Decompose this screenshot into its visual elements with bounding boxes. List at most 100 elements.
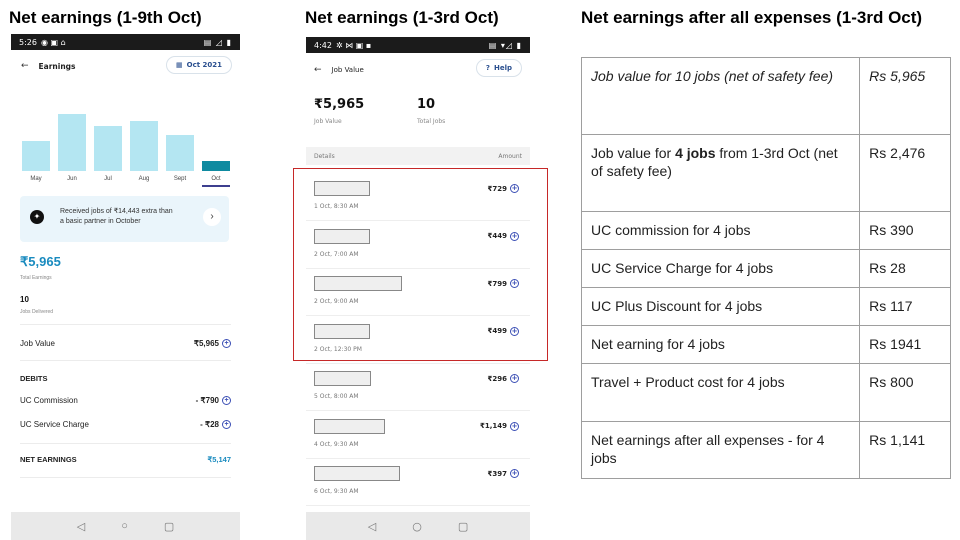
plus-circle-icon[interactable]: + xyxy=(510,184,519,193)
job-list-item[interactable]: 4 Oct, 9:30 AM ₹1,149 + xyxy=(306,411,530,459)
plus-circle-icon[interactable]: + xyxy=(222,396,231,405)
table-row: UC commission for 4 jobs Rs 390 xyxy=(580,211,951,250)
nav-recents-icon[interactable]: ▢ xyxy=(457,519,469,533)
job-amount-value: ₹397 xyxy=(487,469,507,478)
job-date: 6 Oct, 9:30 AM xyxy=(314,488,359,495)
job-amount-value: ₹1,149 xyxy=(479,422,507,430)
chart-bar-sept[interactable] xyxy=(166,135,194,171)
job-value-amount: ₹5,965 xyxy=(193,339,219,348)
chart-month-label[interactable]: Sept xyxy=(173,176,187,182)
chart-bar-aug[interactable] xyxy=(130,121,158,171)
chart-month-label[interactable]: Jul xyxy=(104,176,112,182)
row-label: Travel + Product cost for 4 jobs xyxy=(580,363,861,422)
table-row: Net earning for 4 jobs Rs 1941 xyxy=(580,325,951,364)
total-jobs-label: Total Jobs xyxy=(417,118,446,125)
gift-icon: ✦ xyxy=(30,210,44,224)
nav-back-icon[interactable]: ◁ xyxy=(367,519,377,533)
job-value-label: Job Value xyxy=(20,339,55,348)
promo-line-1: Received jobs of ₹14,443 extra than xyxy=(60,208,173,215)
redacted-customer-name xyxy=(314,323,370,339)
back-arrow-icon[interactable]: ← xyxy=(21,61,29,71)
divider xyxy=(20,443,231,444)
chart-month-label[interactable]: Oct xyxy=(211,176,221,182)
plus-circle-icon[interactable]: + xyxy=(510,279,519,288)
plus-circle-icon[interactable]: + xyxy=(510,421,519,431)
row-value: Rs 28 xyxy=(859,249,951,288)
job-amount: ₹397 + xyxy=(488,469,519,478)
nav-home-icon[interactable]: ○ xyxy=(121,520,128,532)
month-selector-label: Oct 2021 xyxy=(186,61,222,69)
job-list-item[interactable]: 2 Oct, 7:00 AM ₹449 + xyxy=(306,221,530,269)
uc-commission-amount: - ₹790 xyxy=(195,396,219,405)
uc-service-charge-row[interactable]: UC Service Charge - ₹28 + xyxy=(20,420,231,429)
android-nav-bar: ◁ ○ ▢ xyxy=(11,512,240,540)
amount-label: Amount xyxy=(498,152,522,160)
back-arrow-icon[interactable]: ← xyxy=(314,65,322,75)
debits-label: DEBITS xyxy=(20,374,48,383)
redacted-customer-name xyxy=(314,181,370,196)
table-row: Job value for 10 jobs (net of safety fee… xyxy=(580,57,951,135)
redacted-customer-name xyxy=(314,371,371,386)
job-amount: ₹296 + xyxy=(488,374,519,383)
status-time: 4:42 xyxy=(314,40,332,50)
plus-circle-icon[interactable]: + xyxy=(510,374,519,383)
job-date: 5 Oct, 8:00 AM xyxy=(314,393,359,400)
plus-circle-icon[interactable]: + xyxy=(510,231,519,241)
page-title: Job Value xyxy=(331,66,364,74)
table-row: Net earnings after all expenses - for 4 … xyxy=(580,421,951,479)
net-earnings-label: NET EARNINGS xyxy=(20,455,77,464)
chart-bar-oct[interactable] xyxy=(202,161,230,171)
chevron-right-icon[interactable]: › xyxy=(203,208,221,226)
job-amount: ₹729 + xyxy=(488,184,519,193)
row-label: Net earnings after all expenses - for 4 … xyxy=(580,421,861,479)
promo-banner[interactable]: ✦ Received jobs of ₹14,443 extra than a … xyxy=(20,196,229,242)
chart-month-label[interactable]: May xyxy=(30,176,42,182)
plus-circle-icon[interactable]: + xyxy=(222,420,231,429)
redacted-customer-name xyxy=(314,228,370,244)
job-date: 2 Oct, 7:00 AM xyxy=(314,250,359,258)
job-list-item[interactable]: 2 Oct, 12:30 PM ₹499 + xyxy=(306,316,530,364)
nav-home-icon[interactable]: ○ xyxy=(412,519,422,533)
chart-bar-may[interactable] xyxy=(22,141,50,171)
help-button[interactable]: ? Help xyxy=(475,59,522,77)
chart-month-label[interactable]: Jun xyxy=(67,176,77,182)
plus-circle-icon[interactable]: + xyxy=(510,326,519,336)
row-value: Rs 1941 xyxy=(859,325,951,364)
chart-bar-jul[interactable] xyxy=(94,126,122,171)
job-list-item[interactable]: 2 Oct, 9:00 AM ₹799 + xyxy=(306,268,530,316)
job-value-topbar: ← Job Value ? Help xyxy=(306,59,530,81)
job-date: 2 Oct, 12:30 PM xyxy=(314,345,362,353)
table-row: Job value for 4 jobs from 1-3rd Oct (net… xyxy=(580,134,951,212)
row-value: Rs 1,141 xyxy=(859,421,951,479)
job-amount-value: ₹296 xyxy=(487,374,507,383)
job-list-item[interactable]: 5 Oct, 8:00 AM ₹296 + xyxy=(306,363,530,411)
divider xyxy=(20,477,231,478)
page-title: Earnings xyxy=(38,61,76,71)
uc-commission-row[interactable]: UC Commission - ₹790 + xyxy=(20,396,231,405)
job-date: 1 Oct, 8:30 AM xyxy=(314,203,359,210)
total-earnings-amount: ₹5,965 xyxy=(20,254,61,269)
job-value-row[interactable]: Job Value ₹5,965 + xyxy=(20,339,231,348)
net-earnings-row: NET EARNINGS ₹5,147 xyxy=(20,455,231,464)
month-selector-button[interactable]: ▦ Oct 2021 xyxy=(166,56,232,74)
job-list-item[interactable]: 1 Oct, 8:30 AM ₹729 + xyxy=(306,173,530,221)
nav-recents-icon[interactable]: ▢ xyxy=(163,520,175,533)
job-list-item[interactable]: 6 Oct, 9:30 AM ₹397 + xyxy=(306,458,530,506)
redacted-customer-name xyxy=(314,466,400,481)
total-jobs-count: 10 xyxy=(417,97,436,112)
heading-phone2: Net earnings (1-3rd Oct) xyxy=(305,8,499,27)
chart-bar-jun[interactable] xyxy=(58,114,86,171)
highlight-box xyxy=(293,168,548,361)
details-label: Details xyxy=(314,152,335,160)
job-amount-value: ₹449 xyxy=(487,232,507,240)
divider xyxy=(20,360,231,361)
job-amount: ₹499 + xyxy=(487,326,519,336)
row-label: Job value for 4 jobs from 1-3rd Oct (net… xyxy=(580,134,861,212)
row-value: Rs 390 xyxy=(859,211,951,250)
plus-circle-icon[interactable]: + xyxy=(222,339,231,348)
job-amount-value: ₹499 xyxy=(487,327,507,335)
chart-month-label[interactable]: Aug xyxy=(138,176,150,182)
signal-battery-icon: ▤ ◿ ▮ xyxy=(203,37,232,47)
nav-back-icon[interactable]: ◁ xyxy=(76,520,86,533)
plus-circle-icon[interactable]: + xyxy=(510,469,519,478)
